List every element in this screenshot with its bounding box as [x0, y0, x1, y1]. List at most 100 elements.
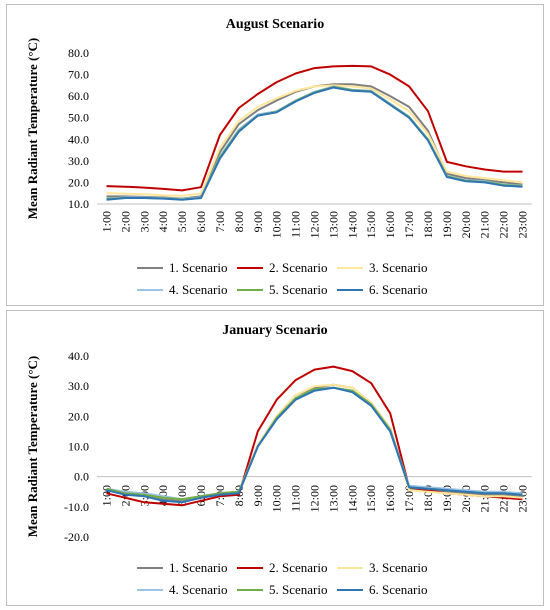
legend-label: 5. Scenario	[269, 282, 328, 297]
x-tick-label: 14:00	[345, 485, 359, 512]
x-tick-label: 1:00	[99, 211, 113, 232]
january-chart-panel: January Scenario Mean Radiant Temperatur…	[6, 310, 544, 606]
x-tick-label: 11:00	[289, 485, 303, 512]
x-tick-label: 6:00	[194, 211, 208, 232]
x-tick-label: 15:00	[364, 211, 378, 238]
x-tick-label: 22:00	[497, 211, 511, 238]
y-tick-label: 0.0	[74, 470, 89, 484]
x-tick-label: 16:00	[383, 211, 397, 238]
legend-label: 5. Scenario	[269, 582, 328, 597]
legend-item: 2. Scenario	[237, 560, 337, 576]
series-line-4-scenario	[106, 85, 523, 200]
legend-row: 4. Scenario 5. Scenario 6. Scenario	[137, 279, 437, 301]
x-tick-label: 4:00	[156, 211, 170, 232]
legend-swatch	[137, 267, 163, 269]
y-tick-label: 10.0	[68, 440, 89, 454]
y-tick-label: -10.0	[64, 500, 89, 514]
x-tick-label: 5:00	[175, 211, 189, 232]
y-tick-label: 70.0	[68, 68, 89, 82]
legend-swatch	[337, 289, 363, 291]
legend-swatch	[237, 567, 263, 569]
y-tick-label: 40.0	[68, 349, 89, 363]
x-tick-label: 17:00	[402, 485, 416, 512]
y-tick-label: -20.0	[64, 530, 89, 544]
series-line-1-scenario	[106, 383, 523, 502]
x-tick-label: 12:00	[308, 211, 322, 238]
legend-item: 1. Scenario	[137, 560, 237, 576]
legend-label: 3. Scenario	[369, 260, 428, 275]
x-tick-label: 21:00	[478, 211, 492, 238]
series-line-6-scenario	[106, 386, 523, 504]
legend-item: 3. Scenario	[337, 560, 437, 576]
x-tick-label: 23:00	[516, 211, 530, 238]
x-tick-label: 13:00	[326, 211, 340, 238]
legend-label: 1. Scenario	[169, 260, 228, 275]
legend-item: 5. Scenario	[237, 282, 337, 298]
legend-label: 4. Scenario	[169, 582, 228, 597]
y-tick-label: 50.0	[68, 111, 89, 125]
y-tick-label: 30.0	[68, 379, 89, 393]
legend-label: 1. Scenario	[169, 560, 228, 575]
legend-item: 3. Scenario	[337, 260, 437, 276]
legend-item: 6. Scenario	[337, 582, 437, 598]
series-line-4-scenario	[106, 386, 523, 501]
legend-item: 4. Scenario	[137, 582, 237, 598]
legend-label: 4. Scenario	[169, 282, 228, 297]
y-tick-label: 60.0	[68, 89, 89, 103]
x-tick-label: 8:00	[232, 211, 246, 232]
series-line-1-scenario	[106, 83, 523, 200]
legend-label: 2. Scenario	[269, 260, 328, 275]
x-tick-label: 18:00	[421, 211, 435, 238]
x-tick-label: 19:00	[440, 211, 454, 238]
x-tick-label: 9:00	[251, 485, 265, 506]
legend-item: 1. Scenario	[137, 260, 237, 276]
y-axis-label: Mean Radiant Temperature (°C)	[25, 356, 40, 538]
legend-swatch	[137, 567, 163, 569]
x-tick-label: 21:00	[478, 485, 492, 512]
y-tick-label: 10.0	[68, 197, 89, 211]
x-tick-label: 10:00	[270, 485, 284, 512]
august-chart-panel: August Scenario Mean Radiant Temperature…	[6, 4, 544, 306]
january-legend: 1. Scenario 2. Scenario 3. Scenario 4. Scen…	[137, 557, 437, 601]
x-tick-label: 14:00	[345, 211, 359, 238]
series-line-3-scenario	[106, 383, 523, 501]
x-tick-label: 3:00	[137, 211, 151, 232]
legend-item: 4. Scenario	[137, 282, 237, 298]
legend-row: 1. Scenario 2. Scenario 3. Scenario	[137, 557, 437, 579]
series-line-5-scenario	[106, 386, 523, 501]
series-line-5-scenario	[106, 85, 523, 201]
legend-label: 3. Scenario	[369, 560, 428, 575]
y-tick-label: 80.0	[68, 46, 89, 60]
legend-swatch	[137, 589, 163, 591]
legend-label: 6. Scenario	[369, 282, 428, 297]
x-tick-label: 12:00	[308, 485, 322, 512]
chart-title: August Scenario	[225, 17, 325, 32]
legend-label: 6. Scenario	[369, 582, 428, 597]
x-tick-label: 13:00	[326, 485, 340, 512]
x-tick-label: 20:00	[459, 211, 473, 238]
august-legend: 1. Scenario 2. Scenario 3. Scenario 4. Scen…	[137, 257, 437, 301]
series-line-3-scenario	[106, 84, 523, 197]
legend-swatch	[337, 589, 363, 591]
y-tick-label: 30.0	[68, 154, 89, 168]
legend-row: 1. Scenario 2. Scenario 3. Scenario	[137, 257, 437, 279]
legend-row: 4. Scenario 5. Scenario 6. Scenario	[137, 579, 437, 601]
legend-label: 2. Scenario	[269, 560, 328, 575]
chart-title: January Scenario	[222, 323, 328, 338]
x-tick-label: 11:00	[289, 211, 303, 238]
legend-swatch	[337, 267, 363, 269]
y-tick-label: 20.0	[68, 409, 89, 423]
august-chart-plot: Mean Radiant Temperature (°C) 10.0 20.0 30.…	[25, 38, 532, 238]
series-line-2-scenario	[106, 64, 523, 192]
x-tick-label: 17:00	[402, 211, 416, 238]
x-tick-label: 15:00	[364, 485, 378, 512]
x-tick-label: 1:00	[99, 485, 113, 506]
legend-swatch	[237, 267, 263, 269]
x-tick-label: 16:00	[383, 485, 397, 512]
legend-item: 5. Scenario	[237, 582, 337, 598]
legend-swatch	[237, 589, 263, 591]
legend-item: 6. Scenario	[337, 282, 437, 298]
y-axis-label: Mean Radiant Temperature (°C)	[25, 38, 40, 220]
legend-swatch	[237, 289, 263, 291]
legend-item: 2. Scenario	[237, 260, 337, 276]
